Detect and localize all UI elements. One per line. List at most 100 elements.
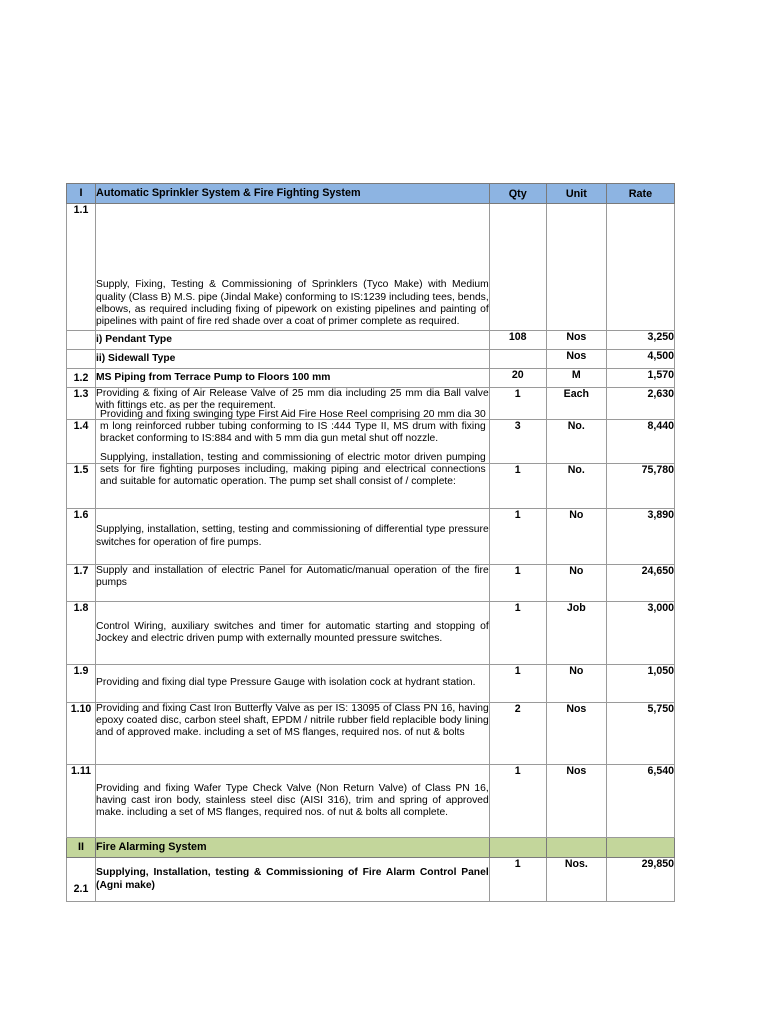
row-description: Providing and fixing Wafer Type Check Va… (95, 764, 490, 838)
row-qty: 1 (488, 764, 547, 838)
row-description: Providing & fixing of Air Release Valve … (95, 387, 490, 420)
row-qty (488, 203, 547, 331)
row-sr: 1.2 (65, 368, 97, 388)
row-rate: 3,250 (605, 330, 676, 350)
row-description: MS Piping from Terrace Pump to Floors 10… (95, 368, 490, 388)
row-description: Supplying, installation, setting, testin… (95, 508, 490, 565)
table-row: 1.1 Supply, Fixing, Testing & Commission… (65, 203, 676, 331)
row-qty: 2 (488, 702, 547, 765)
row-qty: 1 (488, 387, 547, 420)
row-description-text: Supplying, installation, testing and com… (100, 452, 486, 488)
row-sr: 1.7 (65, 564, 97, 602)
row-unit: Nos (545, 764, 607, 838)
row-description: Supply and installation of electric Pane… (95, 564, 490, 602)
row-rate: 1,050 (605, 664, 676, 703)
row-sr: 1.6 (65, 508, 97, 565)
row-unit: No. (545, 419, 607, 464)
row-description: Supply, Fixing, Testing & Commissioning … (95, 203, 490, 331)
header-cell-description: Automatic Sprinkler System & Fire Fighti… (95, 183, 490, 204)
row-qty: 1 (488, 508, 547, 565)
row-description: Providing and fixing Cast Iron Butterfly… (95, 702, 490, 765)
table-row: i) Pendant Type 108 Nos 3,250 (65, 330, 676, 350)
section-sr: II (65, 837, 97, 858)
header-cell-sr: I (65, 183, 97, 204)
row-description: Providing and fixing dial type Pressure … (95, 664, 490, 703)
row-sr: 1.4 (65, 419, 97, 464)
row-rate: 8,440 (605, 419, 676, 464)
row-rate: 24,650 (605, 564, 676, 602)
row-sr: 1.11 (65, 764, 97, 838)
row-description: Supplying, installation, testing and com… (95, 452, 490, 509)
table-row: 1.10 Providing and fixing Cast Iron Butt… (65, 702, 676, 765)
row-rate: 4,500 (605, 349, 676, 369)
table-row: 1.6 Supplying, installation, setting, te… (65, 508, 676, 565)
row-description: Supplying, Installation, testing & Commi… (95, 857, 490, 902)
row-rate (605, 203, 676, 331)
row-unit: Nos (545, 349, 607, 369)
table-row: 1.3 Providing & fixing of Air Release Va… (65, 387, 676, 420)
row-sr: 1.10 (65, 702, 97, 765)
section-rate (605, 837, 676, 858)
row-unit: No (545, 508, 607, 565)
row-description-text: Providing and fixing swinging type First… (100, 409, 486, 445)
row-rate: 3,000 (605, 601, 676, 665)
row-rate: 2,630 (605, 387, 676, 420)
table-row: 1.11 Providing and fixing Wafer Type Che… (65, 764, 676, 838)
table-row: 1.9 Providing and fixing dial type Press… (65, 664, 676, 703)
row-qty (488, 349, 547, 369)
row-unit: Each (545, 387, 607, 420)
row-unit: No (545, 664, 607, 703)
section-header-row: II Fire Alarming System (65, 837, 676, 858)
row-sr: 1.8 (65, 601, 97, 665)
header-cell-rate: Rate (605, 183, 676, 204)
table-row: 1.8 Control Wiring, auxiliary switches a… (65, 601, 676, 665)
section-unit (545, 837, 607, 858)
row-sr: 1.5 (65, 463, 97, 509)
table-header-row: I Automatic Sprinkler System & Fire Figh… (65, 183, 676, 204)
row-qty: 108 (488, 330, 547, 350)
table-row: 1.5 Supplying, installation, testing and… (65, 452, 676, 509)
row-sr (65, 330, 97, 350)
row-sr: 1.9 (65, 664, 97, 703)
row-rate: 6,540 (605, 764, 676, 838)
row-qty: 1 (488, 564, 547, 602)
row-qty: 20 (488, 368, 547, 388)
row-rate: 75,780 (605, 463, 676, 509)
row-unit: Nos (545, 330, 607, 350)
row-rate: 3,890 (605, 508, 676, 565)
row-rate: 29,850 (605, 857, 676, 902)
row-qty: 1 (488, 463, 547, 509)
row-description: i) Pendant Type (95, 330, 490, 350)
table-row: ii) Sidewall Type Nos 4,500 (65, 349, 676, 369)
row-sr: 1.1 (65, 203, 97, 331)
row-unit: Nos (545, 702, 607, 765)
section-title: Fire Alarming System (95, 837, 490, 858)
row-description: Providing and fixing swinging type First… (95, 409, 490, 464)
row-description: ii) Sidewall Type (95, 349, 490, 369)
header-cell-unit: Unit (545, 183, 607, 204)
row-unit: Job (545, 601, 607, 665)
row-sr: 2.1 (65, 857, 97, 902)
row-unit: No. (545, 463, 607, 509)
boq-sheet: I Automatic Sprinkler System & Fire Figh… (65, 183, 676, 902)
table-row: 1.4 Providing and fixing swinging type F… (65, 409, 676, 464)
table-row: 1.2 MS Piping from Terrace Pump to Floor… (65, 368, 676, 388)
row-sr: 1.3 (65, 387, 97, 420)
row-qty: 1 (488, 857, 547, 902)
row-description: Control Wiring, auxiliary switches and t… (95, 601, 490, 665)
table-row: 1.7 Supply and installation of electric … (65, 564, 676, 602)
row-unit: Nos. (545, 857, 607, 902)
row-unit: No (545, 564, 607, 602)
row-unit (545, 203, 607, 331)
section-qty (488, 837, 547, 858)
row-sr (65, 349, 97, 369)
row-qty: 1 (488, 601, 547, 665)
row-qty: 1 (488, 664, 547, 703)
table-row: 2.1 Supplying, Installation, testing & C… (65, 857, 676, 902)
row-unit: M (545, 368, 607, 388)
row-rate: 1,570 (605, 368, 676, 388)
bill-of-quantities-table: I Automatic Sprinkler System & Fire Figh… (65, 183, 676, 902)
row-qty: 3 (488, 419, 547, 464)
row-rate: 5,750 (605, 702, 676, 765)
header-cell-qty: Qty (488, 183, 547, 204)
